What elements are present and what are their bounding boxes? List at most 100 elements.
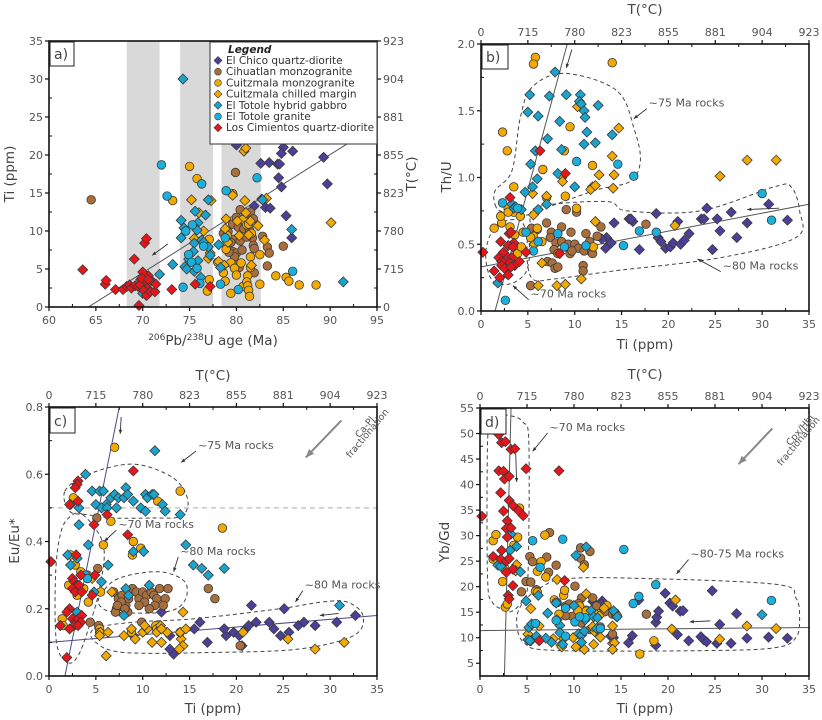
- data-point: [525, 603, 537, 615]
- data-point: [245, 599, 257, 611]
- x-axis-title-rest: U age (Ma): [204, 333, 278, 349]
- series-el-totole-hybrid-gabbro: [62, 445, 346, 622]
- x-tick-label: 90: [323, 314, 337, 327]
- data-point: [535, 562, 545, 572]
- top-tick-label: 0: [46, 389, 53, 402]
- data-point: [274, 630, 287, 642]
- data-point: [349, 609, 362, 622]
- data-point: [556, 175, 569, 188]
- group-envelope: [486, 414, 530, 613]
- data-point: [522, 106, 534, 118]
- data-point: [240, 142, 252, 154]
- axis-ticks: 60 65 70 75 80 85 90 95051015202530350715780823…: [29, 35, 404, 327]
- data-points: [45, 442, 362, 664]
- x-tick-label: 10: [136, 683, 150, 696]
- envelopes: [486, 414, 801, 652]
- data-point: [243, 619, 255, 632]
- trend-line: [49, 614, 377, 643]
- data-point: [532, 203, 544, 216]
- data-point: [669, 219, 681, 232]
- data-point: [541, 133, 554, 145]
- trend-line: [481, 203, 809, 268]
- data-point: [608, 169, 620, 181]
- data-point: [86, 195, 96, 205]
- legend-label: Cuitzmala chilled margin: [226, 89, 357, 101]
- data-point: [571, 203, 582, 213]
- data-point: [218, 562, 230, 574]
- data-point: [607, 57, 617, 68]
- data-point: [271, 271, 281, 281]
- data-point: [321, 178, 333, 190]
- data-point: [557, 638, 569, 650]
- annotation-arrow-head: [532, 447, 537, 452]
- data-point: [180, 539, 192, 551]
- x-tick-label: 25: [276, 683, 290, 696]
- annotation-label: ~70 Ma rocks: [550, 421, 626, 434]
- data-point: [714, 633, 726, 645]
- x-tick-label: 0: [46, 683, 53, 696]
- panel-label-box: d): [480, 408, 507, 435]
- data-point: [618, 240, 629, 251]
- top-tick-label: 823: [611, 26, 632, 39]
- y-tick-label: 30: [460, 530, 474, 543]
- data-point: [770, 622, 782, 635]
- y-axis-title: Eu/Eu*: [7, 518, 23, 564]
- trend-arrow-head: [152, 251, 157, 256]
- data-point: [500, 295, 511, 306]
- data-point: [69, 482, 81, 494]
- data-point: [543, 90, 555, 102]
- data-point: [64, 623, 76, 635]
- data-point: [507, 580, 519, 592]
- y-tick-label: 20: [460, 581, 474, 594]
- data-point: [278, 603, 290, 615]
- top-tick-label: 0: [477, 390, 484, 403]
- data-point: [633, 244, 645, 256]
- data-point: [264, 202, 276, 214]
- annotation-arrow-head: [104, 537, 109, 542]
- data-points: [476, 428, 793, 659]
- trend-arrow-head: [565, 63, 570, 69]
- data-point: [240, 207, 252, 219]
- x-tick-label: 75: [183, 314, 197, 327]
- data-point: [72, 495, 84, 507]
- data-point: [578, 625, 590, 637]
- data-point: [262, 261, 273, 271]
- data-point: [226, 288, 236, 299]
- x-tick-label: 0: [477, 683, 484, 696]
- y-tick-label: 2.0: [458, 38, 476, 51]
- data-point: [605, 237, 617, 249]
- data-point: [61, 606, 73, 618]
- data-point: [186, 257, 197, 267]
- right-tick-label: 715: [383, 263, 404, 276]
- data-point: [144, 604, 154, 614]
- annotation-arrow: [697, 258, 721, 273]
- legend-marker-diamond: [213, 56, 223, 65]
- data-point: [714, 225, 726, 237]
- y-tick-label: 10: [460, 632, 474, 645]
- top-tick-label: 904: [320, 389, 341, 402]
- y-tick-label: 35: [460, 504, 474, 517]
- data-point: [595, 623, 606, 634]
- data-point: [244, 215, 257, 227]
- data-point: [525, 158, 537, 170]
- x-tick-label: 35: [802, 683, 816, 696]
- data-point: [123, 589, 135, 601]
- data-point: [741, 632, 753, 644]
- data-point: [655, 236, 667, 248]
- x-tick-label: 15: [615, 318, 629, 331]
- data-point: [133, 299, 145, 312]
- data-point: [139, 619, 151, 632]
- annotation-arrow-head: [173, 567, 177, 572]
- x-tick-label: 65: [89, 314, 103, 327]
- data-point: [70, 549, 82, 561]
- data-point: [608, 217, 620, 229]
- top-tick-label: 715: [517, 26, 538, 39]
- data-point: [82, 573, 93, 584]
- data-point: [245, 252, 256, 262]
- fractionation-arrow: [305, 419, 343, 459]
- data-point: [678, 234, 690, 246]
- y-tick-label: 25: [460, 555, 474, 568]
- data-point: [337, 276, 349, 288]
- data-point: [155, 623, 168, 635]
